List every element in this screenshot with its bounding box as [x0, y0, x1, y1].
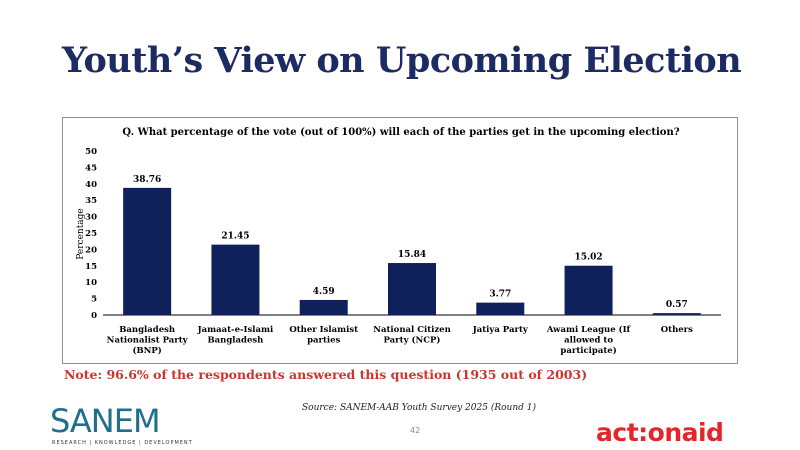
bar-value-label: 15.84 [398, 250, 426, 260]
y-tick-label: 10 [85, 278, 97, 288]
page-number: 42 [410, 426, 421, 435]
sanem-logo-tagline: RESEARCH | KNOWLEDGE | DEVELOPMENT [52, 440, 193, 446]
bar [388, 263, 436, 315]
slide-title: Youth’s View on Upcoming Election [62, 40, 742, 81]
y-axis-label: Percentage [76, 208, 86, 260]
data-labels-group: 38.76 21.45 4.59 15.84 3.77 15.02 0.57 [133, 175, 688, 310]
y-tick-label: 50 [85, 147, 97, 157]
bar-value-label: 4.59 [313, 287, 335, 297]
bar-value-label: 3.77 [489, 290, 511, 300]
y-tick-label: 25 [85, 229, 97, 239]
y-tick-label: 15 [85, 262, 97, 272]
bar-value-label: 38.76 [133, 175, 161, 185]
note-text: Note: 96.6% of the respondents answered … [64, 367, 588, 382]
bar-value-label: 21.45 [221, 232, 249, 242]
y-tick-label: 40 [85, 180, 97, 190]
y-axis: 0 5 10 15 20 25 30 35 40 45 50 [85, 147, 97, 321]
bar [123, 187, 172, 315]
sanem-logo: SANEM RESEARCH | KNOWLEDGE | DEVELOPMENT [50, 402, 200, 450]
sanem-logo-text: SANEM [50, 402, 161, 440]
x-tick-label: Jamaat-e-Islami Bangladesh [197, 325, 274, 346]
x-tick-label: National Citizen Party (NCP) [373, 325, 451, 346]
bar [564, 265, 613, 315]
bar-value-label: 0.57 [666, 300, 688, 310]
bar [476, 302, 525, 315]
x-tick-label: Bangladesh Nationalist Party (BNP) [107, 325, 189, 356]
bar [211, 244, 260, 315]
x-tick-label: Awami League (If allowed to participate) [546, 324, 632, 356]
y-tick-label: 5 [91, 295, 97, 305]
bar-value-label: 15.02 [574, 253, 602, 263]
x-axis-labels: Bangladesh Nationalist Party (BNP) Jamaat-e… [107, 324, 693, 356]
bar [652, 313, 701, 315]
x-tick-label: Others [661, 325, 693, 335]
bar [299, 299, 348, 315]
x-tick-label: Jatiya Party [472, 325, 529, 335]
actionaid-logo: act:onaid [596, 418, 724, 447]
bar-chart: Q. What percentage of the vote (out of 1… [76, 127, 721, 356]
chart-container: Q. What percentage of the vote (out of 1… [62, 117, 738, 364]
y-tick-label: 45 [85, 163, 97, 173]
y-tick-label: 30 [85, 213, 97, 223]
y-tick-label: 0 [91, 311, 97, 321]
y-tick-label: 20 [85, 245, 97, 255]
x-tick-label: Other Islamist parties [289, 325, 358, 346]
bars-group [123, 187, 701, 315]
source-text: Source: SANEM-AAB Youth Survey 2025 (Rou… [302, 403, 536, 413]
chart-title: Q. What percentage of the vote (out of 1… [122, 127, 679, 138]
y-tick-label: 35 [85, 196, 97, 206]
